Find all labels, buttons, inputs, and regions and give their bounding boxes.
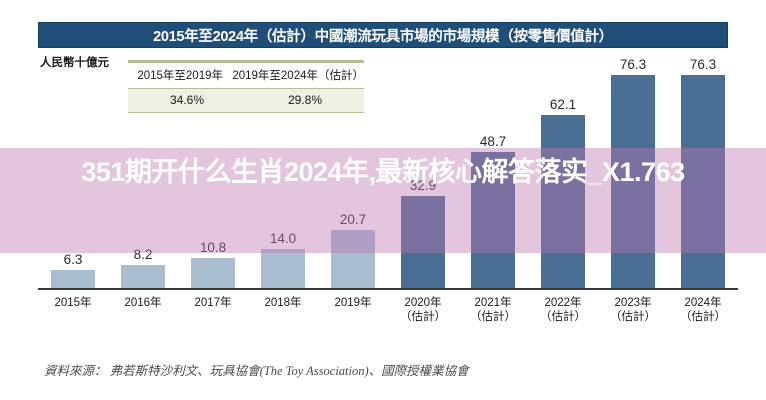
x-tick-2022: 2022年 （估計） bbox=[540, 297, 586, 323]
cagr-table-header-row: 2015年至2019年 2019年至2024年（估計） bbox=[128, 62, 364, 89]
bar-value-label-2020: 32.9 bbox=[409, 178, 437, 194]
x-tick-2020: 2020年 （估計） bbox=[400, 297, 446, 323]
bar-value-label-2017: 10.8 bbox=[199, 239, 227, 255]
cagr-header-cell-2: 2019年至2024年（估計） bbox=[232, 70, 364, 82]
bar-value-label-2023: 76.3 bbox=[619, 57, 647, 73]
bar-2023 bbox=[611, 75, 655, 288]
bar-2018 bbox=[261, 249, 305, 288]
bar-2017 bbox=[191, 257, 235, 288]
bar-2016 bbox=[121, 265, 165, 288]
chart-title: 2015年至2024年（估計）中國潮流玩具市場的市場規模（按零售價值計） bbox=[38, 22, 728, 48]
cagr-header-cell-1: 2015年至2019年 bbox=[137, 70, 223, 82]
bar-value-label-2021: 48.7 bbox=[479, 134, 507, 150]
bar-value-label-2022: 62.1 bbox=[549, 97, 577, 113]
bar-2022 bbox=[541, 115, 585, 288]
cagr-value-cell-1: 34.6% bbox=[169, 93, 205, 107]
bar-value-label-2024: 76.3 bbox=[689, 57, 717, 73]
cagr-table-top-rule bbox=[128, 60, 364, 62]
x-tick-2023: 2023年 （估計） bbox=[610, 297, 656, 323]
plot-area: 6.3 8.2 10.8 14.0 20.7 32.9 48.7 62.1 76.3 76.3 bbox=[38, 52, 738, 290]
y-axis-unit-label: 人民幣十億元 bbox=[40, 57, 109, 69]
x-tick-2021: 2021年 （估計） bbox=[470, 297, 516, 323]
cagr-value-cell-2: 29.8% bbox=[287, 93, 323, 107]
bar-2019 bbox=[331, 230, 375, 288]
x-tick-2018: 2018年 bbox=[264, 297, 302, 309]
bar-value-label-2016: 8.2 bbox=[133, 247, 153, 263]
x-tick-2015: 2015年 bbox=[54, 297, 92, 309]
x-tick-2016: 2016年 bbox=[124, 297, 162, 309]
cagr-table-value-row: 34.6% 29.8% bbox=[128, 89, 364, 113]
x-tick-2019: 2019年 bbox=[334, 297, 372, 309]
bar-2015 bbox=[51, 270, 95, 288]
bar-2024 bbox=[681, 75, 725, 288]
bar-2021 bbox=[471, 152, 515, 288]
cagr-table: 2015年至2019年 2019年至2024年（估計） 34.6% 29.8% bbox=[128, 60, 364, 113]
x-tick-2017: 2017年 bbox=[194, 297, 232, 309]
x-tick-2024: 2024年 （估計） bbox=[680, 297, 726, 323]
x-axis-line bbox=[38, 288, 738, 290]
bar-2020 bbox=[401, 196, 445, 288]
bar-value-label-2019: 20.7 bbox=[339, 212, 367, 228]
bar-value-label-2018: 14.0 bbox=[269, 231, 297, 246]
source-note: 資料來源： 弗若斯特沙利文、玩具協會(The Toy Association)、… bbox=[44, 364, 469, 378]
bar-value-label-2015: 6.3 bbox=[63, 252, 83, 268]
